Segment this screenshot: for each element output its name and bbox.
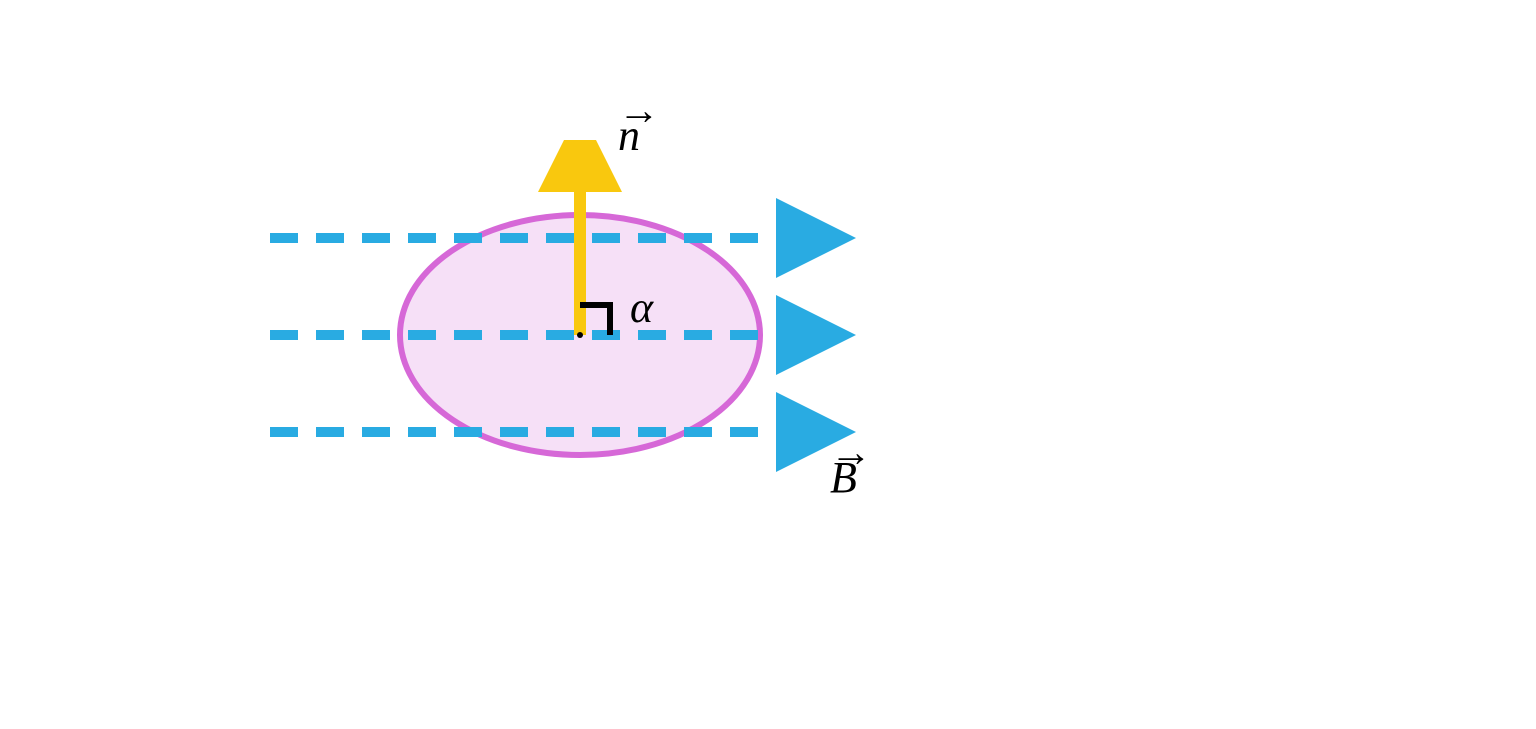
flux-diagram: n α B: [220, 140, 1020, 590]
n-label-text: n: [618, 111, 640, 160]
alpha-label-text: α: [630, 283, 653, 332]
center-dot: [577, 332, 583, 338]
alpha-label: α: [630, 282, 653, 333]
diagram-svg: [220, 140, 1020, 590]
n-vector-label: n: [618, 110, 640, 161]
b-vector-label: B: [830, 452, 857, 503]
b-label-text: B: [830, 453, 857, 502]
